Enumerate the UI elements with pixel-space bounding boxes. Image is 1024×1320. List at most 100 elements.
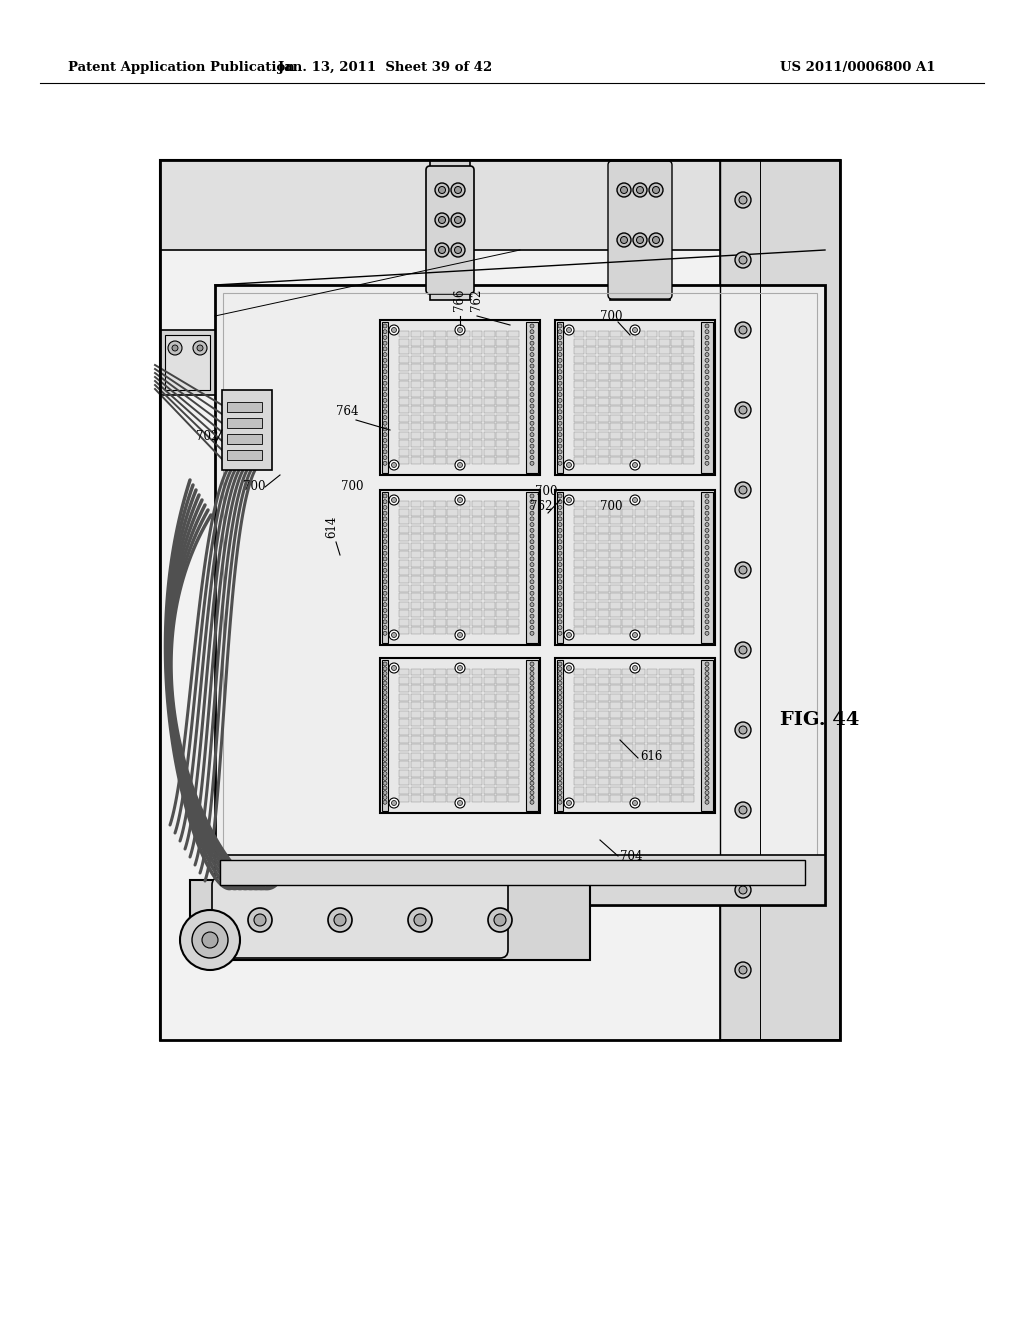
Circle shape [530,433,534,437]
Bar [623,414,633,422]
Bar [586,517,596,524]
Bar [623,677,633,684]
Circle shape [530,517,534,521]
Bar [460,381,470,388]
Bar [411,389,422,396]
Bar [435,347,445,354]
Bar [598,610,608,618]
Circle shape [633,183,647,197]
Bar [484,347,495,354]
Bar [573,795,585,803]
Bar [496,381,507,388]
Bar [610,585,621,591]
Bar [683,770,694,776]
Text: 702: 702 [196,430,218,444]
Bar [460,560,470,566]
Circle shape [383,528,387,532]
Bar [508,787,519,793]
Bar [683,593,694,601]
Bar [598,399,608,405]
Bar [635,500,645,507]
Bar [398,414,410,422]
Circle shape [558,552,562,556]
Bar [423,364,433,371]
Bar [398,500,410,507]
Circle shape [383,404,387,408]
Bar [658,685,670,692]
Bar [435,685,445,692]
Bar [398,330,410,338]
Circle shape [383,586,387,590]
Circle shape [530,785,534,789]
Circle shape [172,345,178,351]
Bar [215,855,825,906]
Circle shape [383,752,387,756]
Bar [423,449,433,455]
Circle shape [649,234,663,247]
Bar [573,593,585,601]
Bar [623,510,633,516]
Bar [598,500,608,507]
Bar [398,619,410,626]
Bar [658,457,670,465]
Bar [610,432,621,438]
Text: 762: 762 [530,500,552,513]
Circle shape [383,719,387,723]
Circle shape [383,330,387,334]
Circle shape [705,381,709,385]
Bar [398,585,410,591]
Bar [411,602,422,609]
Bar [398,710,410,718]
Text: 616: 616 [640,750,663,763]
Bar [447,702,458,709]
Bar [598,619,608,626]
Circle shape [530,506,534,510]
Bar [472,744,482,751]
Circle shape [530,574,534,578]
Circle shape [705,562,709,566]
Bar [635,610,645,618]
Text: 766: 766 [453,289,466,312]
Circle shape [530,609,534,612]
Circle shape [705,672,709,676]
Bar [398,677,410,684]
Bar [165,335,210,389]
Bar [598,710,608,718]
Bar [623,727,633,734]
Bar [635,543,645,549]
Bar [472,535,482,541]
Bar [160,330,215,395]
Bar [598,389,608,396]
Bar [398,668,410,676]
Bar [671,500,682,507]
Bar [557,492,563,643]
Bar [460,525,470,533]
Circle shape [705,676,709,680]
Bar [635,702,645,709]
Bar [423,432,433,438]
Bar [573,552,585,558]
Circle shape [705,723,709,727]
Bar [435,668,445,676]
Bar [447,610,458,618]
Bar [598,677,608,684]
Circle shape [383,696,387,700]
Bar [398,719,410,726]
Circle shape [705,557,709,561]
Bar [398,535,410,541]
Circle shape [705,517,709,521]
Bar [411,510,422,516]
Bar [573,525,585,533]
Bar [460,727,470,734]
Bar [460,577,470,583]
Bar [472,694,482,701]
Bar [447,525,458,533]
Circle shape [630,495,640,506]
Bar [411,668,422,676]
Bar [423,560,433,566]
Bar [496,710,507,718]
Bar [508,694,519,701]
Bar [635,330,645,338]
Bar [647,779,657,785]
Bar [573,339,585,346]
